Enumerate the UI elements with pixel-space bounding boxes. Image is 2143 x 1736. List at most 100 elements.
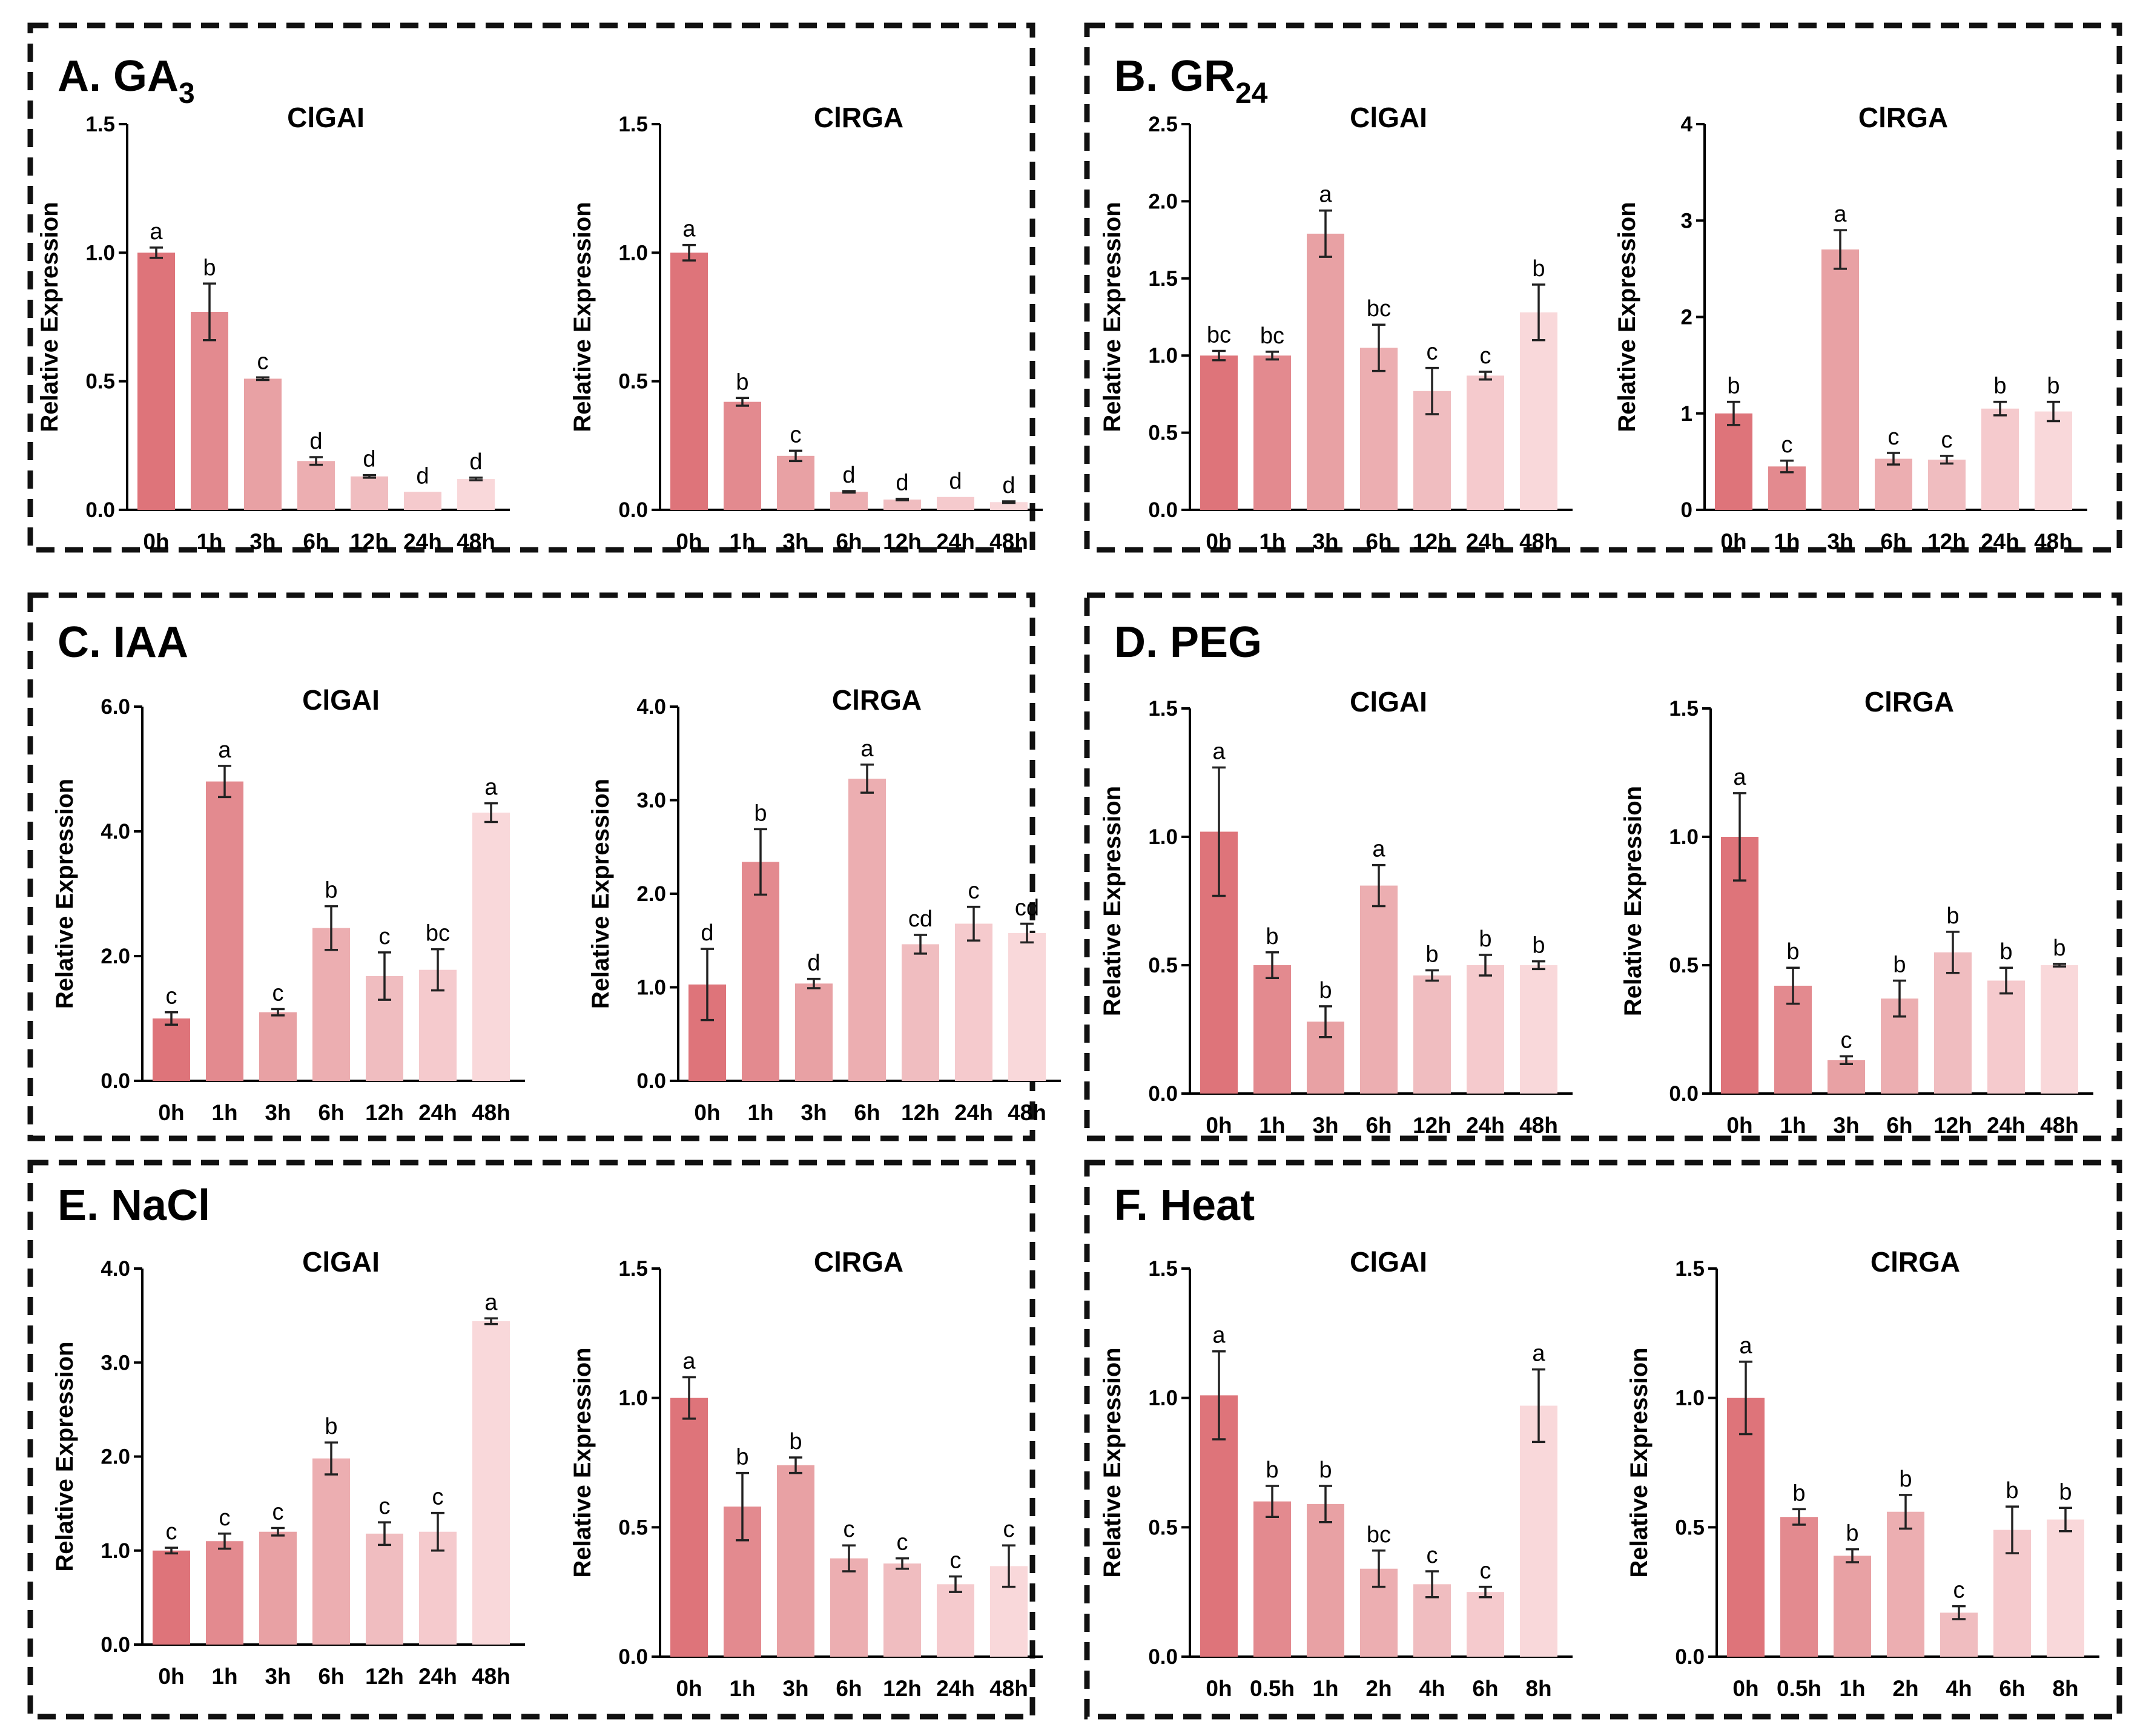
- x-tick-label: 0h: [1206, 529, 1232, 554]
- panel-E: E. NaCl 0.0 1.0 2.0 3.0 4.0 Relative Expressio…: [27, 1160, 1043, 1720]
- bar: [351, 476, 388, 510]
- x-tick-label: 48h: [457, 529, 495, 554]
- significance-label: c: [166, 984, 177, 1009]
- x-tick-label: 12h: [1927, 529, 1966, 554]
- x-tick-label: 24h: [954, 1100, 993, 1125]
- significance-label: c: [1953, 1578, 1965, 1603]
- significance-label: d: [416, 463, 429, 489]
- panel-C: C. IAA 0.0 2.0 4.0 6.0 Relative Expression ClG…: [27, 592, 1061, 1141]
- x-tick-label: 6h: [318, 1100, 344, 1125]
- chart-F-ClGAI: 0.0 0.5 1.0 1.5 Relative Expression ClGAI a 0h b…: [1099, 1246, 1573, 1701]
- significance-label: a: [484, 1290, 498, 1315]
- x-tick-label: 48h: [472, 1664, 510, 1689]
- bar: [742, 862, 779, 1081]
- x-tick-label: 1h: [729, 529, 755, 554]
- bar: [1520, 965, 1557, 1094]
- y-tick-label: 0: [1681, 498, 1692, 522]
- y-tick-label: 1.5: [618, 113, 648, 136]
- y-tick-label: 4.0: [101, 1257, 130, 1281]
- significance-label: c: [272, 981, 284, 1006]
- x-tick-label: 1h: [211, 1100, 237, 1125]
- bar: [1828, 1060, 1865, 1094]
- chart-title: ClGAI: [1350, 1246, 1427, 1278]
- bar: [1727, 1398, 1765, 1657]
- x-tick-label: 8h: [1525, 1676, 1551, 1701]
- significance-label: a: [1532, 1341, 1545, 1367]
- significance-label: b: [736, 369, 748, 395]
- bar: [259, 1012, 297, 1081]
- bar: [830, 1558, 868, 1657]
- significance-label: d: [363, 447, 375, 472]
- bar: [472, 813, 510, 1081]
- y-axis-label: Relative Expression: [569, 202, 596, 432]
- bar: [1987, 980, 2025, 1094]
- y-tick-label: 0.5: [618, 1516, 648, 1539]
- x-tick-label: 24h: [936, 1676, 975, 1701]
- significance-label: c: [1841, 1028, 1852, 1054]
- bar: [457, 479, 495, 510]
- significance-label: cd: [1015, 895, 1039, 920]
- x-tick-label: 1h: [1839, 1676, 1865, 1701]
- y-tick-label: 2: [1681, 306, 1692, 329]
- y-tick-label: 1.0: [636, 976, 666, 1000]
- significance-label: b: [325, 1414, 337, 1439]
- x-tick-label: 48h: [1519, 1113, 1558, 1138]
- bar: [1360, 348, 1398, 510]
- bar: [1780, 1517, 1818, 1657]
- significance-label: b: [754, 800, 767, 826]
- y-tick-label: 0.5: [1148, 1516, 1178, 1539]
- bar: [153, 1018, 190, 1081]
- y-axis-label: Relative Expression: [1614, 202, 1640, 432]
- bar: [137, 252, 175, 510]
- chart-title: ClGAI: [287, 102, 365, 133]
- x-tick-label: 2h: [1365, 1676, 1392, 1701]
- panel-title: A. GA3: [58, 52, 195, 110]
- significance-label: c: [1427, 340, 1438, 365]
- y-tick-label: 2.0: [101, 945, 130, 968]
- y-tick-label: 6.0: [101, 695, 130, 719]
- bar: [1307, 1503, 1344, 1657]
- significance-label: b: [1532, 933, 1545, 959]
- significance-label: b: [1727, 374, 1740, 399]
- chart-C-ClRGA: 0.0 1.0 2.0 3.0 4.0 Relative Expression ClRGA d…: [587, 684, 1061, 1125]
- chart-A-ClGAI: 0.0 0.5 1.0 1.5 Relative Expression ClGAI a 0h b…: [36, 102, 510, 554]
- chart-title: ClRGA: [814, 1246, 903, 1278]
- y-tick-label: 4: [1681, 113, 1693, 136]
- y-tick-label: 0.0: [101, 1633, 130, 1657]
- x-tick-label: 12h: [1413, 529, 1451, 554]
- chart-C-ClGAI: 0.0 2.0 4.0 6.0 Relative Expression ClGAI c 0h a…: [51, 684, 525, 1125]
- panel-title-main: D. PEG: [1114, 618, 1262, 667]
- x-tick-label: 0h: [1726, 1113, 1752, 1138]
- bar: [1253, 1501, 1291, 1657]
- bar: [955, 923, 992, 1081]
- bar: [1413, 975, 1451, 1094]
- y-tick-label: 0.0: [1148, 1082, 1178, 1106]
- panel-title-main: E. NaCl: [58, 1181, 210, 1230]
- bar: [404, 492, 441, 510]
- y-tick-label: 2.5: [1148, 113, 1178, 136]
- significance-label: a: [682, 217, 696, 242]
- x-tick-label: 24h: [418, 1100, 457, 1125]
- y-tick-label: 1.5: [1675, 1257, 1705, 1281]
- x-tick-label: 48h: [989, 1676, 1028, 1701]
- significance-label: c: [1888, 424, 1900, 450]
- y-tick-label: 1.0: [1148, 344, 1178, 368]
- significance-label: c: [272, 1499, 284, 1525]
- bar: [670, 1398, 708, 1657]
- x-tick-label: 1h: [211, 1664, 237, 1689]
- chart-D-ClRGA: 0.0 0.5 1.0 1.5 Relative Expression ClRGA a 0h b…: [1620, 686, 2093, 1138]
- significance-label: a: [1319, 182, 1332, 208]
- significance-label: c: [166, 1519, 177, 1545]
- y-tick-label: 1.5: [1669, 697, 1699, 721]
- bar: [1253, 965, 1291, 1094]
- chart-B-ClGAI: 0.0 0.5 1.0 1.5 2.0 2.5 Relative Expression ClG…: [1099, 102, 1573, 554]
- y-axis-label: Relative Expression: [51, 1341, 78, 1571]
- panel-F: F. Heat 0.0 0.5 1.0 1.5 Relative Expression Cl…: [1084, 1160, 2122, 1720]
- x-tick-label: 1h: [1780, 1113, 1806, 1138]
- bar: [1928, 460, 1966, 510]
- y-tick-label: 1.5: [1148, 267, 1178, 291]
- significance-label: d: [701, 920, 713, 946]
- x-tick-label: 48h: [2034, 529, 2073, 554]
- chart-title: ClGAI: [1350, 686, 1427, 718]
